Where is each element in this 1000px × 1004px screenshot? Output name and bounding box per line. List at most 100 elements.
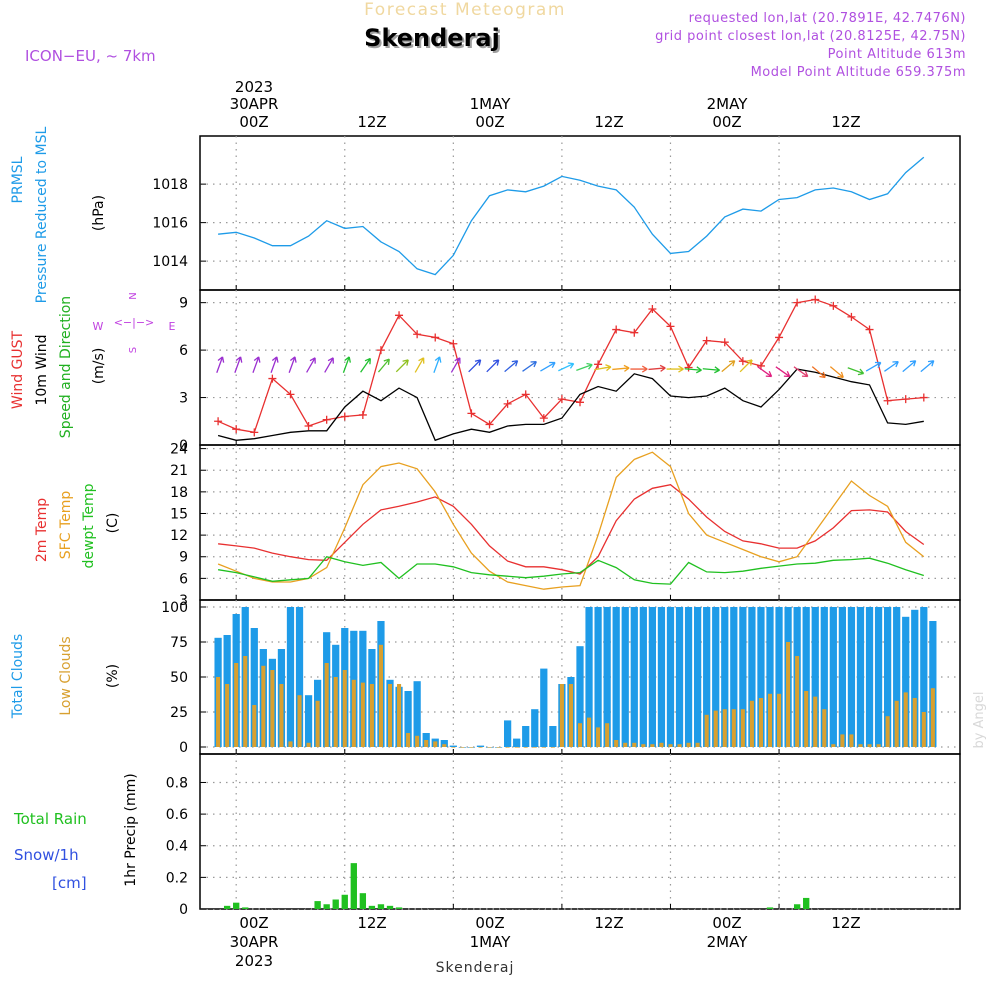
low-cloud-bar — [704, 714, 709, 747]
low-cloud-bar — [360, 682, 365, 747]
wind-direction-arrow — [884, 360, 899, 372]
temp-sfc-label: SFC Temp — [58, 491, 74, 560]
total-cloud-bar — [657, 607, 666, 747]
total-cloud-bar — [929, 621, 937, 747]
low-cloud-bar — [261, 665, 266, 747]
low-cloud-bar — [921, 712, 926, 747]
low-cloud-bar — [614, 740, 619, 747]
low-cloud-bar — [369, 684, 374, 747]
low-cloud-bar — [451, 747, 456, 748]
total-cloud-bar — [684, 607, 693, 747]
app-title: Forecast Meteogram — [364, 0, 566, 20]
clouds-unit: (%) — [105, 664, 121, 688]
series-line-10m-wind — [217, 368, 924, 442]
total-cloud-bar — [874, 607, 883, 747]
top-axis-tick-label: 00Z — [712, 113, 741, 131]
compass-north: N — [128, 292, 139, 299]
gust-marker — [485, 420, 494, 429]
wind-direction-label: Speed and Direction — [58, 296, 74, 438]
compass-arrows: <−|−> — [114, 316, 155, 329]
wind-direction-arrow — [234, 356, 243, 373]
low-cloud-bar — [740, 709, 745, 747]
temperature-panel: 3 6 9 12 15 18 21 24 — [170, 442, 961, 609]
gridpoint-coords: grid point closest lon,lat (20.8125E, 42… — [655, 29, 966, 44]
top-axis-tick-label: 12Z — [594, 113, 623, 131]
precip-bar — [350, 863, 357, 909]
snow-unit-legend: [cm] — [52, 874, 87, 892]
y-tick-label: 18 — [170, 485, 188, 501]
total-cloud-bar — [449, 745, 457, 747]
precip-bar — [386, 905, 394, 909]
wind-panel: 0 3 6 9 — [179, 289, 961, 454]
total-cloud-bar — [504, 720, 512, 747]
gust-marker — [865, 325, 874, 334]
low-cloud-bar — [559, 684, 564, 747]
low-cloud-bar — [433, 741, 438, 747]
panel-body — [214, 295, 935, 442]
low-cloud-bar — [288, 741, 293, 747]
temp-dewpt-label: dewpt Temp — [81, 483, 97, 568]
wind-direction-arrow — [306, 357, 316, 373]
low-cloud-bar — [505, 747, 510, 748]
low-cloud-bar — [722, 709, 727, 747]
temp-2m-label: 2m Temp — [34, 498, 50, 562]
low-cloud-bar — [279, 684, 284, 747]
gust-marker — [232, 425, 241, 434]
gust-marker — [395, 311, 404, 320]
low-cloud-bar — [912, 698, 917, 747]
precip-bar — [233, 902, 240, 909]
low-cloud-bar — [777, 693, 782, 747]
series-line-dewpt-temp — [217, 555, 924, 585]
gust-marker — [702, 336, 711, 345]
panel-body — [214, 607, 937, 748]
wind-direction-arrow — [486, 359, 500, 373]
wind-direction-arrow — [757, 366, 773, 378]
low-cloud-bar — [767, 693, 773, 747]
wind-direction-arrow — [324, 357, 334, 373]
bottom-axis-date: 2MAY — [707, 933, 749, 951]
gust-marker — [648, 304, 657, 313]
precip-bar — [368, 905, 376, 909]
top-axis-year: 2023 — [235, 78, 273, 96]
gust-marker — [322, 415, 331, 424]
low-cloud-bar — [406, 733, 411, 747]
y-tick-label: 3 — [179, 593, 188, 609]
gust-marker — [793, 298, 802, 307]
total-cloud-bar — [522, 726, 530, 747]
y-tick-label: 6 — [179, 343, 188, 359]
low-cloud-bar — [668, 744, 673, 747]
total-cloud-bar — [884, 607, 892, 747]
panel-body — [218, 156, 925, 276]
wind-direction-arrow — [395, 359, 409, 373]
total-cloud-bar — [404, 691, 412, 747]
gust-marker — [630, 328, 639, 337]
gust-marker — [901, 395, 910, 404]
pressure-panel: 1014 1016 1018 — [152, 135, 961, 291]
low-cloud-bar — [623, 742, 628, 747]
gust-marker — [268, 374, 277, 383]
wind-direction-arrow — [829, 366, 844, 379]
y-tick-label: 75 — [170, 635, 188, 651]
total-cloud-bar — [639, 607, 647, 747]
wind-direction-arrow — [739, 359, 753, 373]
wind-direction-arrow — [811, 366, 826, 379]
series-line-pressure — [218, 156, 925, 276]
wind-direction-arrow — [433, 356, 442, 373]
gust-marker — [720, 338, 729, 347]
low-cloud-bar — [758, 698, 763, 747]
low-cloud-bar — [632, 742, 637, 747]
gust-marker — [612, 325, 621, 334]
bottom-axis-year: 2023 — [235, 952, 273, 970]
low-cloud-bar — [225, 684, 230, 747]
wind-direction-arrow — [594, 364, 612, 372]
total-cloud-bar — [540, 668, 548, 747]
total-cloud-bar — [304, 695, 313, 747]
panel-body — [217, 451, 925, 590]
model-altitude: Model Point Altitude 659.375m — [751, 65, 966, 80]
total-cloud-bar — [585, 607, 593, 747]
low-cloud-bar — [514, 747, 519, 748]
model-label: ICON−EU, ~ 7km — [25, 47, 156, 65]
wind-direction-arrow — [360, 357, 371, 373]
total-cloud-bar — [286, 607, 295, 747]
